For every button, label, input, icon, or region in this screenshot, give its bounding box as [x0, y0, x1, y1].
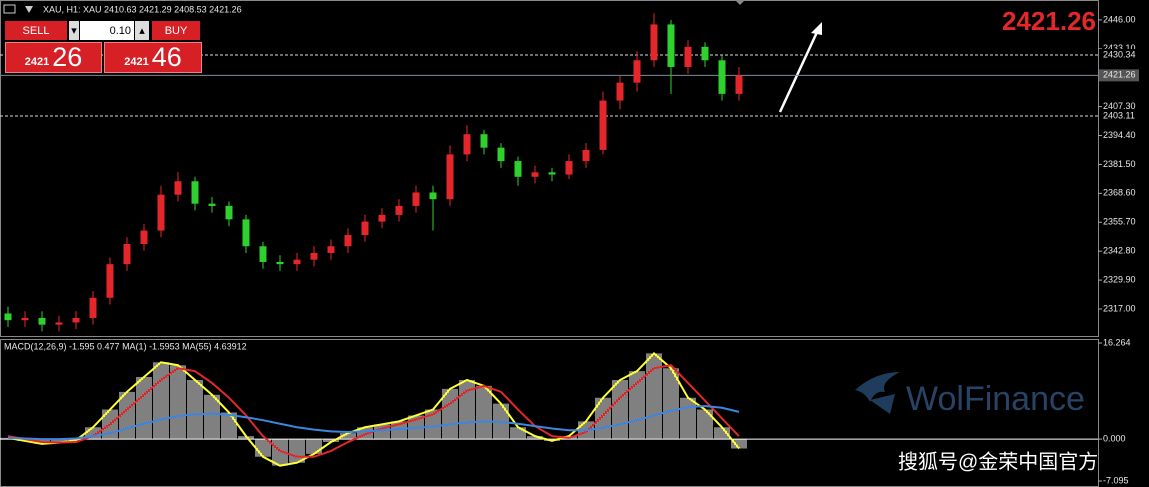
candle-body — [21, 317, 29, 321]
candle-body — [174, 181, 182, 195]
candle-body — [514, 161, 522, 177]
candle-body — [225, 205, 233, 220]
menu-icon[interactable] — [3, 4, 16, 14]
y-tick-label: 2407.30 — [1103, 101, 1136, 111]
y-tick-label: -7.095 — [1103, 475, 1129, 485]
y-tick-label: 2433.10 — [1103, 43, 1136, 53]
volume-down[interactable]: ▾ — [69, 21, 79, 40]
candle-body — [616, 82, 624, 101]
candle-body — [633, 60, 641, 83]
watermark-source: 搜狐号@金荣中国官方 — [898, 450, 1098, 473]
y-tick-label: 2329.90 — [1103, 274, 1136, 284]
buy-button[interactable]: BUY — [152, 21, 200, 40]
y-tick-label: 2381.50 — [1103, 159, 1136, 169]
price-level-label: 2421.26 — [1103, 70, 1136, 80]
price-level-box — [1099, 110, 1139, 123]
histogram-edge — [7, 352, 740, 467]
candle-body — [157, 194, 165, 231]
candle-body — [582, 149, 590, 162]
watermark-logo-part — [870, 394, 895, 414]
watermark: WolFinance — [855, 372, 1085, 418]
symbol-icon — [25, 6, 33, 13]
macd-line — [7, 404, 740, 441]
y-tick-label: 2446.00 — [1103, 14, 1136, 24]
candle-body — [123, 244, 131, 265]
y-tick-label: 2368.60 — [1103, 188, 1136, 198]
shift-marker — [735, 0, 745, 5]
candle-body — [497, 147, 505, 162]
sell-price[interactable]: 2421 26 — [5, 42, 102, 73]
candle-body — [293, 259, 301, 265]
watermark-brand: WolFinance — [906, 380, 1085, 418]
candle-body — [310, 252, 318, 260]
candle-body — [208, 203, 216, 206]
candle-body — [344, 235, 352, 247]
candle-body — [667, 24, 675, 67]
price-level-label: 2403.11 — [1103, 110, 1135, 120]
macd-line — [7, 364, 740, 458]
sell-price-small: 26 — [52, 42, 83, 72]
candle-body — [38, 317, 46, 325]
candle-body — [412, 192, 420, 206]
candle-body — [72, 317, 80, 323]
watermark-logo — [855, 372, 900, 402]
y-tick-label: 2342.80 — [1103, 246, 1136, 256]
candle-body — [191, 181, 199, 204]
candle-body — [4, 313, 12, 321]
buy-price-small: 46 — [151, 42, 182, 72]
symbol-header: XAU, H1: XAU 2410.63 2421.29 2408.53 242… — [43, 4, 242, 14]
sell-price-big: 2421 — [24, 55, 50, 68]
candle-body — [531, 172, 539, 177]
candle-body — [140, 230, 148, 245]
y-tick-label: 0.000 — [1103, 433, 1126, 443]
y-tick-label: 2355.70 — [1103, 217, 1136, 227]
current-price: 2421.26 — [1002, 6, 1096, 36]
y-tick-label: 2317.00 — [1103, 303, 1136, 313]
arrow — [778, 29, 820, 113]
candle-body — [463, 134, 471, 155]
price-level-box — [1099, 49, 1139, 62]
candle-body — [395, 205, 403, 215]
candle-body — [735, 75, 743, 94]
candle-body — [599, 100, 607, 150]
candle-body — [446, 154, 454, 200]
y-tick-label: 16.264 — [1103, 337, 1131, 347]
candle-body — [701, 46, 709, 61]
buy-price[interactable]: 2421 46 — [104, 42, 202, 73]
candle-body — [242, 219, 250, 247]
candle-body — [429, 192, 437, 200]
candle-body — [55, 322, 63, 325]
sell-button[interactable]: SELL — [5, 21, 67, 40]
candle-body — [89, 297, 97, 318]
macd-title: MACD(12,26,9) -1.595 0.477 MA(1) -1.5953… — [4, 341, 247, 351]
candle-body — [259, 246, 267, 262]
volume-up[interactable]: ▴ — [135, 21, 149, 40]
candle-body — [684, 46, 692, 67]
candle-body — [548, 172, 556, 175]
y-tick-label: 2394.40 — [1103, 130, 1136, 140]
candle-body — [565, 161, 573, 175]
candle-body — [718, 60, 726, 94]
candle-body — [361, 221, 369, 236]
candle-body — [650, 24, 658, 61]
candle-body — [327, 246, 335, 253]
price-panel-frame — [0, 0, 1099, 337]
candle-body — [276, 261, 284, 265]
candle-body — [378, 214, 386, 222]
price-level-label: 2430.34 — [1103, 49, 1136, 59]
candle-body — [106, 264, 114, 298]
buy-price-big: 2421 — [124, 55, 149, 68]
arrow-head — [811, 22, 822, 35]
candle-body — [480, 134, 488, 148]
price-level-box — [1099, 69, 1139, 82]
volume-input[interactable]: 0.10 — [80, 21, 134, 40]
